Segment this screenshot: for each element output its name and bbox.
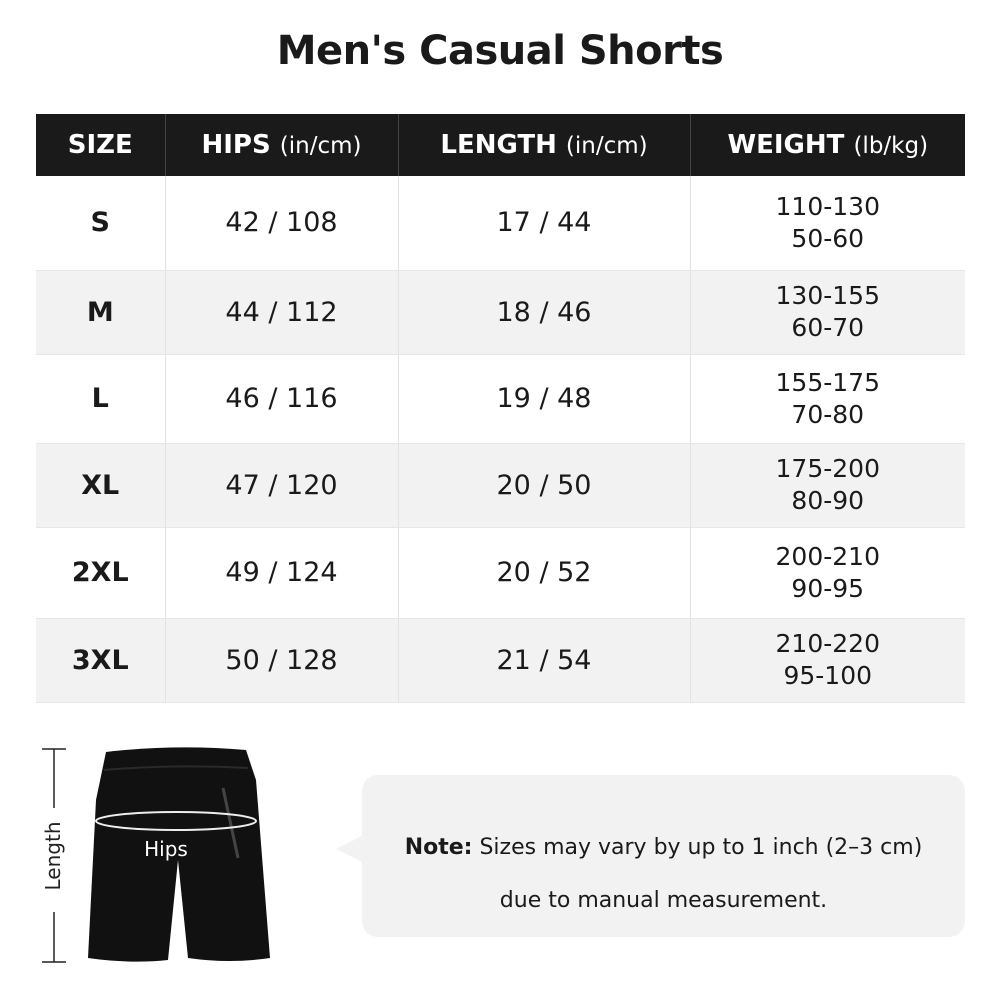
length-cell: 20 / 52 (398, 527, 691, 619)
weight-kg: 70-80 (791, 399, 865, 429)
table-row: M 44 / 112 18 / 46 130-155 60-70 (36, 270, 965, 355)
column-header-unit: (lb/kg) (853, 133, 929, 159)
weight-cell: 175-200 80-90 (690, 443, 965, 528)
length-cell: 17 / 44 (398, 176, 691, 271)
length-label: Length (41, 822, 65, 891)
weight-kg: 60-70 (791, 313, 865, 342)
note-label: Note: (404, 835, 473, 860)
note-callout: Note: Sizes may vary by up to 1 inch (2–… (336, 775, 965, 937)
column-header-unit: (in/cm) (279, 133, 362, 159)
weight-cell: 155-175 70-80 (690, 354, 965, 444)
size-chart-table: SIZE HIPS (in/cm) LENGTH (in/cm) WEIGHT (l… (36, 114, 965, 703)
weight-cell: 210-220 95-100 (690, 618, 965, 703)
size-cell: L (36, 354, 166, 444)
table-row: 3XL 50 / 128 21 / 54 210-220 95-100 (36, 618, 965, 703)
length-cell: 19 / 48 (398, 354, 691, 444)
size-cell: 3XL (36, 618, 166, 703)
table-row: S 42 / 108 17 / 44 110-130 50-60 (36, 176, 965, 271)
note-line1: Sizes may vary by up to 1 inch (2–3 cm) (479, 835, 923, 860)
column-header: WEIGHT (lb/kg) (690, 114, 965, 176)
column-header: HIPS (in/cm) (165, 114, 399, 176)
column-header-label: WEIGHT (727, 130, 845, 160)
note-line2: due to manual measurement. (499, 888, 828, 913)
weight-kg: 95-100 (783, 661, 873, 690)
length-cell: 21 / 54 (398, 618, 691, 703)
size-cell: S (36, 176, 166, 271)
weight-cell: 130-155 60-70 (690, 270, 965, 355)
weight-cell: 110-130 50-60 (690, 176, 965, 271)
column-header: SIZE (36, 114, 166, 176)
hips-cell: 49 / 124 (165, 527, 399, 619)
hips-measure-icon (95, 811, 257, 831)
hips-cell: 42 / 108 (165, 176, 399, 271)
weight-cell: 200-210 90-95 (690, 527, 965, 619)
weight-lb: 155-175 (775, 367, 880, 397)
shorts-diagram: Length Hips (41, 747, 270, 963)
hips-cell: 44 / 112 (165, 270, 399, 355)
table-header: SIZE HIPS (in/cm) LENGTH (in/cm) WEIGHT (l… (36, 114, 965, 176)
hips-cell: 47 / 120 (165, 443, 399, 528)
size-cell: M (36, 270, 166, 355)
column-header-label: HIPS (201, 130, 271, 160)
weight-kg: 50-60 (791, 223, 865, 253)
column-header-label: SIZE (67, 130, 133, 160)
column-header-unit: (in/cm) (565, 133, 648, 159)
weight-lb: 110-130 (775, 191, 880, 221)
weight-lb: 210-220 (775, 629, 880, 658)
length-indicator-icon (42, 748, 66, 963)
table-row: XL 47 / 120 20 / 50 175-200 80-90 (36, 443, 965, 528)
length-cell: 20 / 50 (398, 443, 691, 528)
page-title: Men's Casual Shorts (276, 28, 724, 74)
weight-kg: 90-95 (791, 573, 865, 603)
length-cell: 18 / 46 (398, 270, 691, 355)
hips-cell: 46 / 116 (165, 354, 399, 444)
column-header-label: LENGTH (440, 130, 557, 160)
weight-lb: 175-200 (775, 454, 880, 483)
weight-lb: 130-155 (775, 281, 880, 310)
table-row: 2XL 49 / 124 20 / 52 200-210 90-95 (36, 527, 965, 619)
weight-kg: 80-90 (791, 486, 865, 515)
size-cell: 2XL (36, 527, 166, 619)
hips-label: Hips (144, 837, 188, 861)
weight-lb: 200-210 (775, 541, 880, 571)
column-header: LENGTH (in/cm) (398, 114, 691, 176)
hips-cell: 50 / 128 (165, 618, 399, 703)
size-cell: XL (36, 443, 166, 528)
table-row: L 46 / 116 19 / 48 155-175 70-80 (36, 354, 965, 444)
